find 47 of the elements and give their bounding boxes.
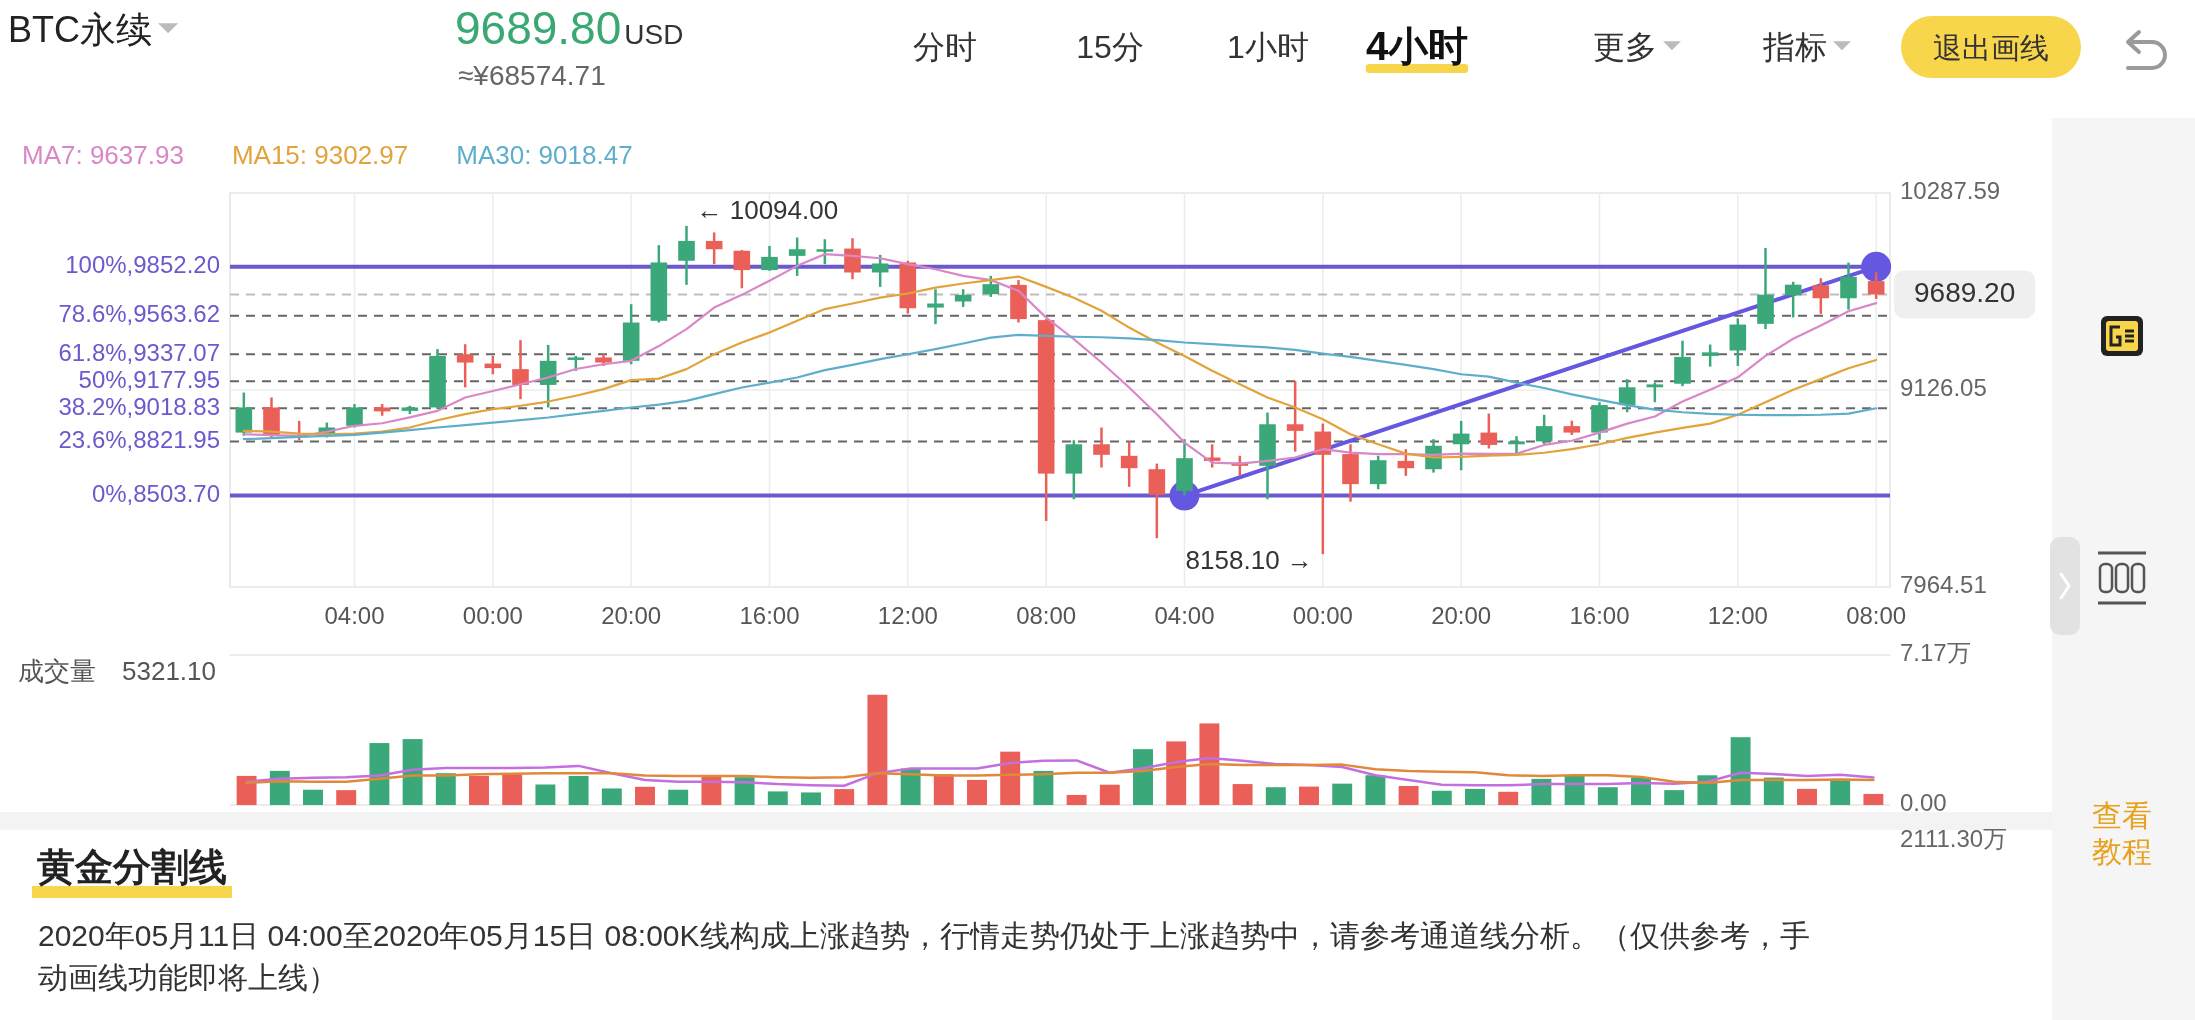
ref-line-label: 50%,9177.95 [78,365,220,393]
x-tick-label: 00:00 [1292,602,1353,630]
text: USD [624,19,684,50]
y-tick-label: 7.17万 [1900,639,1971,667]
text: MA30: 9018.47 [456,139,633,170]
text: 退出画线 [1933,32,2049,64]
ref-line-label: 100%,9852.20 [65,251,220,279]
x-tick-label: 20:00 [1431,602,1492,630]
text: BTC永续 [8,9,152,50]
text: ≈¥68574.71 [458,60,606,91]
ref-line-label: 0%,8503.70 [91,479,220,507]
ref-line-label: 61.8%,9337.07 [58,338,220,366]
y-tick-label: 7964.51 [1900,571,1987,599]
ref-line-label: 78.6%,9563.62 [58,300,220,328]
y-tick-label: 9126.05 [1900,374,1987,402]
text: 1小时 [1227,29,1309,65]
x-tick-label: 08:00 [1846,602,1907,630]
ref-line-label: 38.2%,9018.83 [58,392,220,420]
text: 4小时 [1365,24,1469,68]
y-tick-label: 0.00 [1900,789,1947,817]
x-tick-label: 04:00 [1154,602,1215,630]
chart-title: 成交量 [18,655,96,686]
x-tick-label: 04:00 [324,602,385,630]
text: 9689.80 [455,2,622,54]
text: 查看教程 [2092,799,2152,868]
text: 5321.10 [122,655,216,686]
ref-line-label: 23.6%,8821.95 [58,425,220,453]
text: 分时 [913,29,977,65]
annotation: ← 10094.00 [696,194,839,225]
x-tick-label: 08:00 [1016,602,1077,630]
text: MA7: 9637.93 [22,139,184,170]
text: 更多 [1593,29,1657,65]
text: 2020年05月11日 04:00至2020年05月15日 08:00K线构成上涨趋势，行情走势仍处于上涨趋势中，请参考通道线分析。（仅供参考，手动画线功能即将上线） [38,919,1810,994]
annotation: 8158.10 → [1185,545,1313,576]
text: 2111.30万 [1900,825,2008,853]
x-tick-label: 12:00 [877,602,938,630]
y-tick-label: 10287.59 [1900,177,2001,205]
x-tick-label: 16:00 [739,602,800,630]
text: 指标 [1762,29,1827,65]
x-tick-label: 16:00 [1569,602,1630,630]
text: 黄金分割线 [37,846,227,888]
x-tick-label: 00:00 [462,602,523,630]
x-tick-label: 12:00 [1707,602,1768,630]
text: 15分 [1076,29,1144,65]
x-tick-label: 20:00 [601,602,662,630]
ref-line-label: 9689.20 [1914,276,2016,308]
text: MA15: 9302.97 [231,139,409,170]
